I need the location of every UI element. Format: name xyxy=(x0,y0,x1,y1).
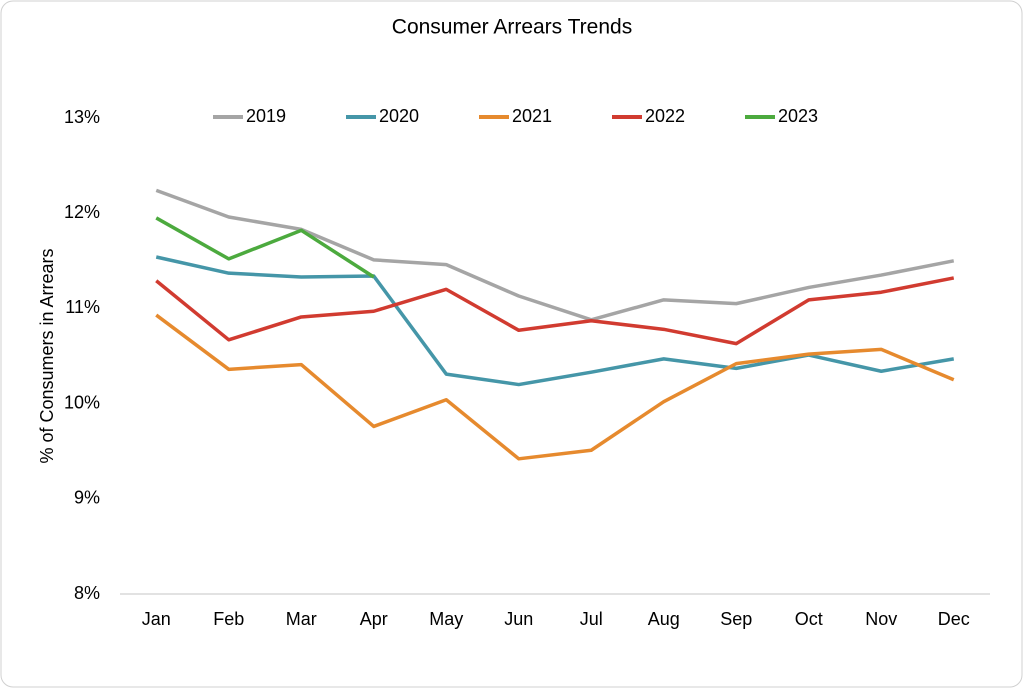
line-series xyxy=(155,313,955,461)
x-tick-label: Oct xyxy=(795,609,823,629)
y-tick-label: 11% xyxy=(65,297,100,317)
y-tick-label: 10% xyxy=(64,392,100,412)
x-tick-label: Mar xyxy=(286,609,317,629)
line-series xyxy=(155,276,955,346)
x-tick-label: Dec xyxy=(938,609,970,629)
x-tick-label: Sep xyxy=(720,609,752,629)
legend-label: 2021 xyxy=(512,106,552,126)
x-tick-label: Feb xyxy=(213,609,244,629)
legend-label: 2022 xyxy=(645,106,685,126)
legend-label: 2020 xyxy=(379,106,419,126)
y-axis-label: % of Consumers in Arrears xyxy=(37,248,57,463)
x-tick-label: Jan xyxy=(142,609,171,629)
y-tick-label: 8% xyxy=(74,583,100,603)
x-tick-label: Jul xyxy=(580,609,603,629)
x-tick-label: May xyxy=(429,609,463,629)
y-tick-label: 12% xyxy=(64,202,100,222)
x-tick-label: Apr xyxy=(360,609,388,629)
line-series xyxy=(155,188,955,322)
y-tick-label: 9% xyxy=(74,488,100,508)
legend-label: 2023 xyxy=(778,106,818,126)
line-series xyxy=(155,216,375,279)
chart-title: Consumer Arrears Trends xyxy=(392,16,632,39)
line-series xyxy=(155,255,955,387)
x-tick-label: Aug xyxy=(648,609,680,629)
y-tick-label: 13% xyxy=(64,107,100,127)
legend-label: 2019 xyxy=(246,106,286,126)
x-tick-label: Nov xyxy=(865,609,897,629)
x-tick-label: Jun xyxy=(504,609,533,629)
